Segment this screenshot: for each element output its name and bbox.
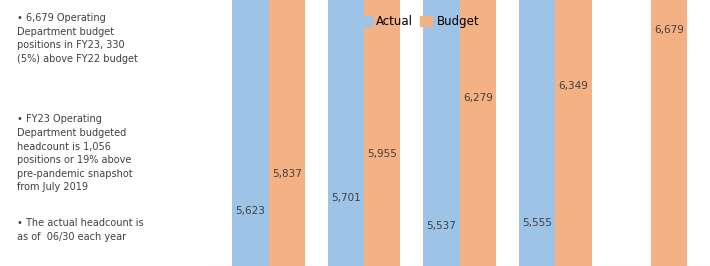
Text: 5,955: 5,955 [367,149,397,159]
Text: 6,279: 6,279 [463,93,493,103]
Bar [519,0,555,266]
Text: 5,537: 5,537 [427,221,457,231]
Bar [328,0,364,266]
Bar [651,0,687,266]
Text: 6,349: 6,349 [559,81,589,92]
Text: 5,555: 5,555 [523,218,552,228]
Legend: Actual, Budget: Actual, Budget [359,14,481,29]
Text: 6,679: 6,679 [654,25,684,35]
Text: 5,837: 5,837 [272,169,302,179]
Bar [460,0,496,266]
Bar [268,0,305,266]
Text: • The actual headcount is
as of  06/30 each year: • The actual headcount is as of 06/30 ea… [17,218,143,242]
Text: 5,623: 5,623 [236,206,266,216]
Bar [423,0,460,266]
Bar [232,0,268,266]
Text: 5,701: 5,701 [331,193,361,203]
Text: • FY23 Operating
Department budgeted
headcount is 1,056
positions or 19% above
p: • FY23 Operating Department budgeted hea… [17,114,132,192]
Bar [555,0,591,266]
Text: • 6,679 Operating
Department budget
positions in FY23, 330
(5%) above FY22 budge: • 6,679 Operating Department budget posi… [17,13,138,64]
Bar [364,0,400,266]
